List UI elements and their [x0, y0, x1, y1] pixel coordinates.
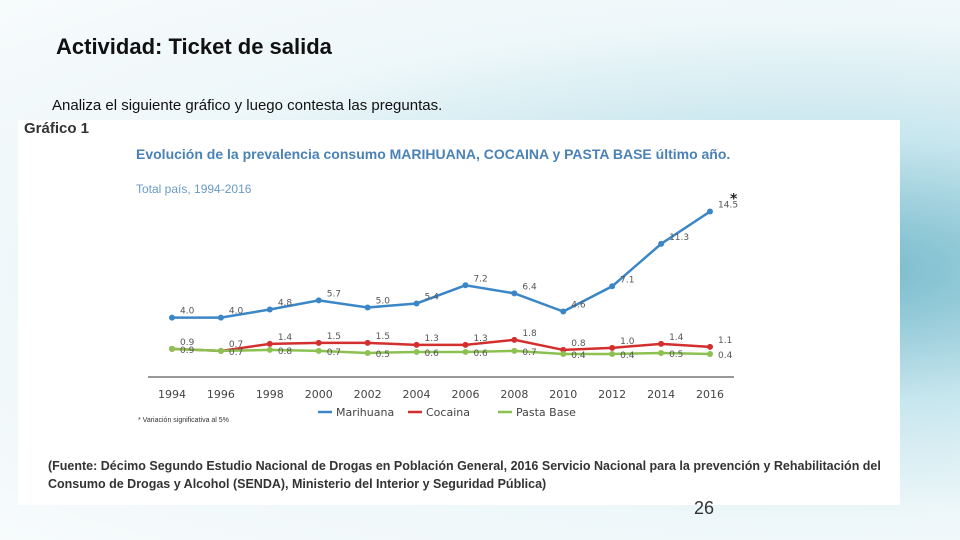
- value-label: 5.4: [425, 292, 440, 302]
- point: [560, 350, 567, 357]
- value-label: 0.9: [180, 338, 195, 348]
- value-label: 0.4: [571, 351, 586, 361]
- slide-title: Actividad: Ticket de salida: [56, 34, 332, 59]
- point: [609, 350, 616, 357]
- value-label: 0.7: [522, 348, 536, 358]
- value-label: 14.5: [718, 201, 738, 211]
- point: [315, 347, 322, 354]
- point: [609, 283, 616, 290]
- point: [217, 314, 224, 321]
- value-label: 0.8: [278, 347, 293, 357]
- chart-image: Gráfico 1 Evolución de la prevalencia co…: [18, 120, 900, 505]
- value-label: 0.7: [229, 340, 243, 350]
- point: [462, 348, 469, 355]
- point: [315, 339, 322, 346]
- point: [266, 306, 273, 313]
- value-label: 1.4: [278, 333, 293, 343]
- value-label: 5.7: [327, 289, 341, 299]
- note: * Variación significativa al 5%: [138, 417, 229, 424]
- point: [511, 347, 518, 354]
- value-label: 1.4: [669, 333, 684, 343]
- x-tick-label: 1998: [256, 388, 284, 401]
- x-tick-label: 2006: [451, 388, 479, 401]
- value-label: 0.9: [180, 346, 195, 356]
- chart: 1994 1996 1998 2000 2002 2004 2006 2008 2010 2012…: [148, 192, 738, 419]
- point: [413, 341, 420, 348]
- value-label: 1.3: [425, 334, 439, 344]
- value-label: 11.3: [669, 233, 689, 243]
- point: [364, 304, 371, 311]
- point: [364, 339, 371, 346]
- point: [560, 308, 567, 315]
- chart-subtitle: Total país, 1994-2016: [136, 182, 252, 196]
- point: [364, 349, 371, 356]
- value-label: 0.6: [425, 349, 440, 359]
- figure-label: Gráfico 1: [24, 120, 90, 137]
- point: [217, 347, 224, 354]
- source: (Fuente: Décimo Segundo Estudio Nacional…: [48, 459, 881, 491]
- point: [707, 343, 713, 350]
- series-line: [172, 210, 711, 319]
- point: [707, 208, 713, 215]
- value-label: 7.2: [473, 274, 487, 284]
- value-label: 4.0: [180, 307, 195, 317]
- value-label: 1.0: [620, 337, 635, 347]
- value-label: 6.4: [522, 282, 537, 292]
- legend-label: Marihuana: [336, 406, 394, 419]
- value-label: 0.4: [718, 351, 733, 361]
- x-tick-label: 2014: [647, 388, 675, 401]
- point: [707, 350, 713, 357]
- x-tick-label: 1994: [158, 388, 186, 401]
- value-label: 4.6: [571, 301, 586, 311]
- x-tick-label: 2012: [598, 388, 626, 401]
- value-label: 1.3: [473, 334, 487, 344]
- value-label: 1.1: [718, 336, 732, 346]
- x-tick-label: 2004: [403, 388, 431, 401]
- value-label: 1.5: [376, 332, 390, 342]
- chart-title: Evolución de la prevalencia consumo MARI…: [136, 146, 731, 162]
- value-label: 0.8: [571, 339, 586, 349]
- point: [609, 344, 616, 351]
- value-label: 7.1: [620, 275, 634, 285]
- point: [266, 346, 273, 353]
- x-tick-label: 2010: [549, 388, 577, 401]
- value-label: 0.6: [473, 349, 488, 359]
- point: [658, 340, 665, 347]
- page-number: 26: [694, 498, 715, 518]
- point: [658, 349, 665, 356]
- value-label: 1.5: [327, 332, 341, 342]
- x-tick-label: 1996: [207, 388, 235, 401]
- value-label: 4.0: [229, 307, 244, 317]
- x-tick-label: 2000: [305, 388, 333, 401]
- point: [413, 348, 420, 355]
- value-label: 1.8: [522, 329, 537, 339]
- x-tick-label: 2002: [354, 388, 382, 401]
- value-label: 0.7: [229, 348, 243, 358]
- x-tick-label: 2008: [500, 388, 528, 401]
- point: [462, 341, 469, 348]
- point: [315, 297, 322, 304]
- value-label: 0.7: [327, 348, 341, 358]
- x-tick-label: 2016: [696, 388, 724, 401]
- point: [462, 282, 469, 289]
- point: [266, 340, 273, 347]
- significance-marker: *: [730, 192, 738, 208]
- series-line: [171, 338, 711, 353]
- value-label: 0.5: [376, 350, 390, 360]
- point: [511, 290, 518, 297]
- point: [169, 314, 175, 321]
- point: [511, 336, 518, 343]
- value-label: 5.0: [376, 297, 391, 307]
- point: [169, 345, 175, 352]
- point: [658, 240, 665, 247]
- series-line: [171, 347, 711, 356]
- legend-label: Pasta Base: [516, 406, 576, 419]
- value-label: 0.4: [620, 351, 635, 361]
- instruction: Analiza el siguiente gráfico y luego con…: [52, 97, 443, 114]
- value-label: 0.5: [669, 350, 683, 360]
- legend-label: Cocaina: [426, 406, 470, 419]
- point: [413, 300, 420, 307]
- value-label: 4.8: [278, 299, 293, 309]
